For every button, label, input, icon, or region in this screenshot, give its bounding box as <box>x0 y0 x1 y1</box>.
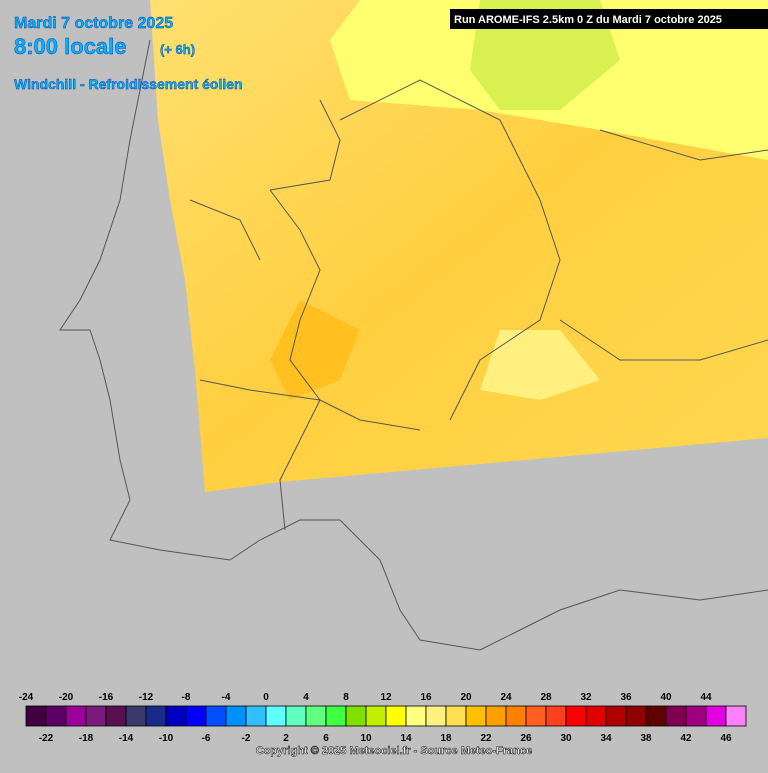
legend-label-bottom: 2 <box>283 733 289 744</box>
legend-label-top: 36 <box>620 692 632 703</box>
legend-swatch <box>425 705 447 727</box>
legend-label-top: 40 <box>660 692 672 703</box>
legend-label-bottom: 18 <box>440 733 452 744</box>
legend-swatch <box>585 705 607 727</box>
legend-swatch <box>345 705 367 727</box>
legend-swatch <box>325 705 347 727</box>
legend-label-bottom: 38 <box>640 733 652 744</box>
legend-swatch <box>485 705 507 727</box>
legend-label-bottom: -22 <box>39 733 54 744</box>
legend-label-bottom: 22 <box>480 733 492 744</box>
legend-swatch <box>285 705 307 727</box>
legend-swatch <box>505 705 527 727</box>
legend-swatch <box>705 705 727 727</box>
legend-swatch <box>565 705 587 727</box>
legend-label-bottom: 34 <box>600 733 612 744</box>
legend-swatch <box>145 705 167 727</box>
legend-swatch <box>525 705 547 727</box>
legend-label-top: 16 <box>420 692 432 703</box>
legend-swatch <box>245 705 267 727</box>
field-orange <box>270 300 360 400</box>
legend-label-bottom: -10 <box>159 733 174 744</box>
legend-label-bottom: 42 <box>680 733 692 744</box>
legend-label-top: -8 <box>182 692 191 703</box>
legend-swatch <box>685 705 707 727</box>
legend-swatch <box>365 705 387 727</box>
legend-swatch <box>465 705 487 727</box>
legend-label-bottom: -14 <box>119 733 134 744</box>
legend-label-top: 32 <box>580 692 592 703</box>
legend-label-bottom: -2 <box>242 733 251 744</box>
legend-swatch <box>265 705 287 727</box>
legend-swatch <box>605 705 627 727</box>
legend-label-bottom: -18 <box>79 733 94 744</box>
legend-label-bottom: 14 <box>400 733 412 744</box>
legend-swatch <box>225 705 247 727</box>
legend-label-top: 4 <box>303 692 309 703</box>
legend-label-top: -12 <box>139 692 154 703</box>
legend-label-top: 12 <box>380 692 392 703</box>
field-light2 <box>480 330 600 400</box>
legend-swatch <box>205 705 227 727</box>
legend-swatch <box>665 705 687 727</box>
legend-swatch <box>105 705 127 727</box>
legend-swatch <box>165 705 187 727</box>
legend-label-bottom: 26 <box>520 733 532 744</box>
legend: -24 -20 -16 -12 -8 -4 0 4 8 12 16 20 24 28 32 36 40 44-22… <box>19 692 747 744</box>
legend-label-top: 8 <box>343 692 349 703</box>
legend-swatch <box>385 705 407 727</box>
legend-label-top: 20 <box>460 692 472 703</box>
legend-label-bottom: 6 <box>323 733 329 744</box>
legend-label-bottom: 30 <box>560 733 572 744</box>
borders <box>59 39 768 651</box>
run: Run AROME-IFS 2.5km 0 Z du Mardi 7 octob… <box>454 14 722 26</box>
legend-swatch <box>305 705 327 727</box>
legend-swatch <box>545 705 567 727</box>
legend-label-top: -24 <box>19 692 34 703</box>
legend-swatch <box>85 705 107 727</box>
legend-label-top: 0 <box>263 692 269 703</box>
legend-label-top: 24 <box>500 692 512 703</box>
legend-label-top: -4 <box>222 692 231 703</box>
offset: (+ 6h) <box>160 42 195 57</box>
legend-label-top: -20 <box>59 692 74 703</box>
legend-swatch <box>65 705 87 727</box>
legend-swatch <box>125 705 147 727</box>
legend-label-bottom: -6 <box>202 733 211 744</box>
legend-swatch <box>405 705 427 727</box>
legend-label-bottom: 10 <box>360 733 372 744</box>
legend-label-top: -16 <box>99 692 114 703</box>
legend-swatch <box>725 705 747 727</box>
legend-swatch <box>645 705 667 727</box>
legend-swatch <box>25 705 47 727</box>
legend-swatch <box>45 705 67 727</box>
time: 8:00 locale <box>14 34 127 59</box>
date: Mardi 7 octobre 2025 <box>14 15 173 32</box>
product: Windchill - Refroidissement éolien <box>14 76 243 92</box>
legend-label-bottom: 46 <box>720 733 732 744</box>
run-box <box>450 9 768 29</box>
legend-swatch <box>445 705 467 727</box>
legend-label-top: 28 <box>540 692 552 703</box>
copyright: Copyright © 2025 Meteociel.fr - Source M… <box>256 745 532 757</box>
legend-swatch <box>185 705 207 727</box>
legend-label-top: 44 <box>700 692 712 703</box>
legend-swatch <box>625 705 647 727</box>
